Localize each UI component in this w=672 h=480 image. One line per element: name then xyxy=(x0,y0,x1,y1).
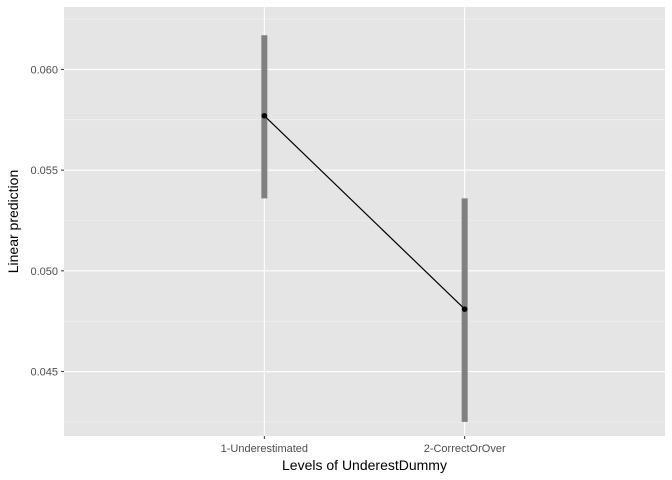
y-tick-label: 0.050 xyxy=(30,266,58,278)
minor-gridlines xyxy=(64,18,665,423)
series-line-group xyxy=(263,115,466,310)
y-tick-label: 0.055 xyxy=(30,165,58,177)
data-point xyxy=(261,112,268,119)
x-axis-title: Levels of UnderestDummy xyxy=(282,457,447,473)
plot-panel xyxy=(64,7,665,436)
x-tick-label: 2-CorrectOrOver xyxy=(424,443,506,455)
x-tick-label: 1-Underestimated xyxy=(221,443,308,455)
y-tick-label: 0.060 xyxy=(30,64,58,76)
series-line xyxy=(263,115,466,310)
y-axis-ticks: 0.045 0.050 0.055 0.060 xyxy=(30,64,64,379)
data-point xyxy=(461,306,468,312)
x-axis-ticks: 1-Underestimated 2-CorrectOrOver xyxy=(221,436,506,455)
y-tick-label: 0.045 xyxy=(30,367,58,379)
data-points xyxy=(261,112,468,312)
y-axis-title: Linear prediction xyxy=(5,170,21,274)
